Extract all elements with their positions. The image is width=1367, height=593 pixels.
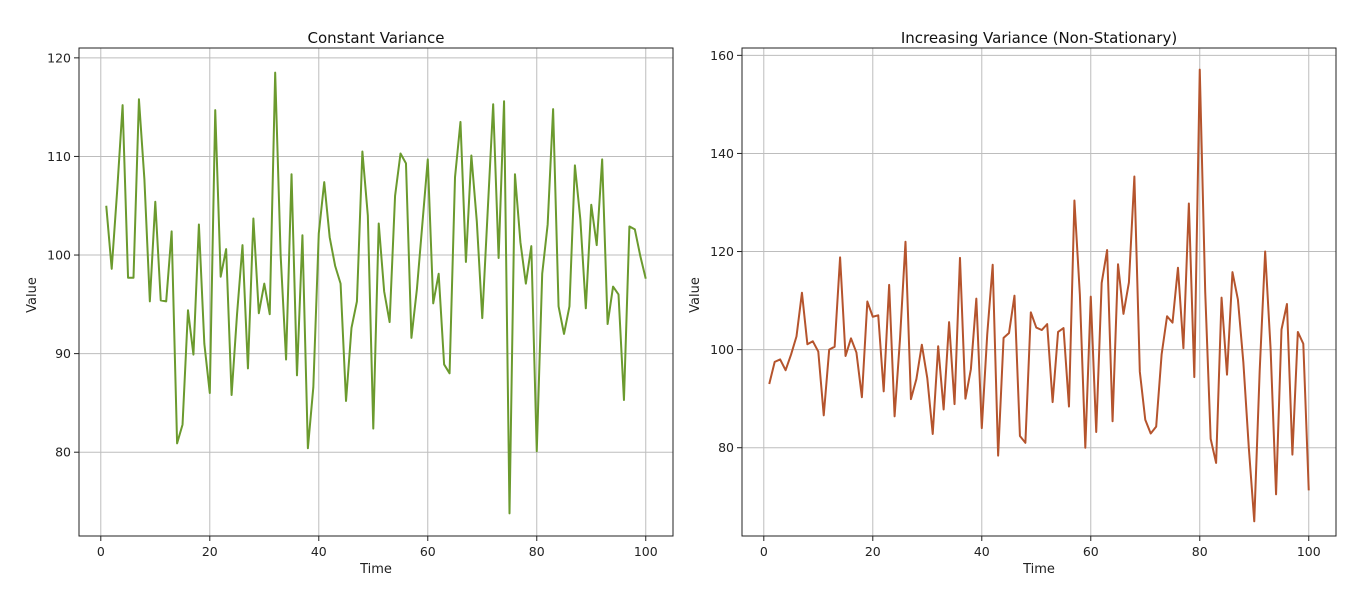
y-tick-label: 90 xyxy=(55,346,71,361)
x-axis: 0 20 40 60 80 100 xyxy=(760,536,1321,559)
y-axis-label: Value xyxy=(25,277,40,313)
x-tick-label: 20 xyxy=(202,544,218,559)
y-axis: 80 90 100 110 120 xyxy=(47,50,79,460)
y-tick-label: 80 xyxy=(718,440,734,455)
y-tick-label: 100 xyxy=(47,248,71,263)
plot-frame xyxy=(78,47,674,537)
gridlines xyxy=(742,48,1336,536)
x-tick-label: 0 xyxy=(760,544,768,559)
x-tick-label: 100 xyxy=(634,544,658,559)
x-tick-label: 60 xyxy=(1083,544,1099,559)
x-tick-label: 100 xyxy=(1297,544,1321,559)
x-axis-label: Time xyxy=(359,562,392,577)
y-axis: 80 100 120 140 160 xyxy=(710,48,742,455)
x-tick-label: 40 xyxy=(311,544,327,559)
y-tick-label: 110 xyxy=(47,149,71,164)
increasing-variance-chart: 0 20 40 60 80 100 80 100 120 140 160 Increasing V… xyxy=(688,29,1337,577)
x-tick-label: 60 xyxy=(420,544,436,559)
series xyxy=(768,68,1310,523)
y-tick-label: 120 xyxy=(710,244,734,259)
x-tick-label: 40 xyxy=(974,544,990,559)
x-axis: 0 20 40 60 80 100 xyxy=(97,536,658,559)
x-axis-label: Time xyxy=(1022,562,1055,577)
series xyxy=(105,71,647,515)
chart-title: Constant Variance xyxy=(308,29,445,47)
x-tick-label: 0 xyxy=(97,544,105,559)
y-tick-label: 160 xyxy=(710,48,734,63)
y-axis-label: Value xyxy=(688,277,703,313)
y-tick-label: 100 xyxy=(710,342,734,357)
series-line xyxy=(105,71,647,515)
series-line xyxy=(768,68,1310,523)
y-tick-label: 120 xyxy=(47,50,71,65)
x-tick-label: 20 xyxy=(865,544,881,559)
plot-area xyxy=(742,48,1336,536)
constant-variance-chart: 0 20 40 60 80 100 80 90 100 110 120 Constant Vari… xyxy=(25,29,674,577)
chart-title: Increasing Variance (Non-Stationary) xyxy=(901,29,1177,47)
x-tick-label: 80 xyxy=(529,544,545,559)
x-tick-label: 80 xyxy=(1192,544,1208,559)
y-tick-label: 80 xyxy=(55,445,71,460)
plot-frame xyxy=(741,47,1337,537)
y-tick-label: 140 xyxy=(710,146,734,161)
